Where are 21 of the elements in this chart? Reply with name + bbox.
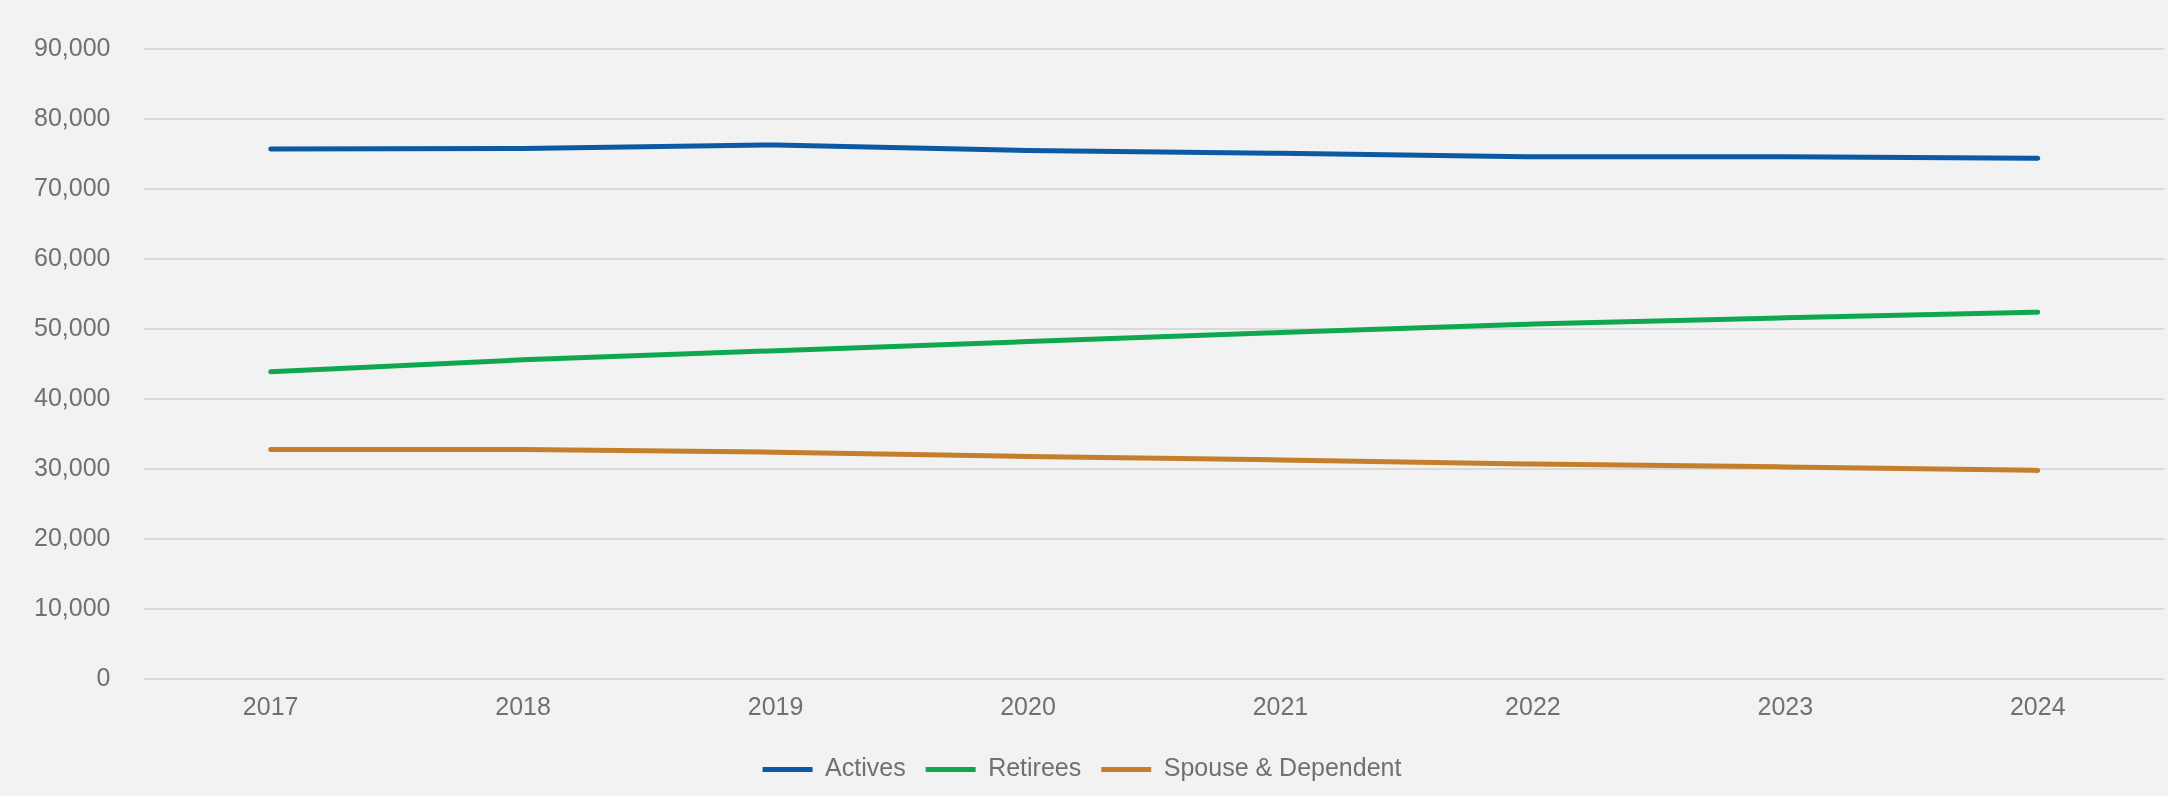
y-tick-label: 30,000 — [34, 452, 111, 481]
x-tick-label: 2022 — [1505, 691, 1561, 720]
x-tick-label: 2021 — [1252, 691, 1309, 720]
y-tick-label: 20,000 — [34, 522, 111, 551]
legend-label: Actives — [825, 753, 906, 782]
x-tick-label: 2017 — [242, 691, 299, 720]
x-tick-label: 2020 — [1000, 691, 1056, 720]
y-tick-label: 40,000 — [34, 382, 111, 411]
y-tick-label: 0 — [96, 662, 111, 691]
y-tick-label: 10,000 — [34, 592, 111, 621]
x-tick-label: 2018 — [495, 691, 551, 720]
x-tick-label: 2023 — [1757, 691, 1814, 720]
y-tick-label: 60,000 — [34, 242, 111, 271]
x-tick-label: 2019 — [747, 691, 804, 720]
y-tick-label: 90,000 — [34, 32, 111, 61]
y-tick-label: 50,000 — [34, 312, 111, 341]
legend-label: Spouse & Dependent — [1163, 753, 1402, 782]
y-tick-label: 80,000 — [34, 102, 111, 131]
legend-label: Retirees — [988, 753, 1082, 782]
x-tick-label: 2024 — [2009, 691, 2066, 720]
y-tick-label: 70,000 — [34, 172, 111, 201]
